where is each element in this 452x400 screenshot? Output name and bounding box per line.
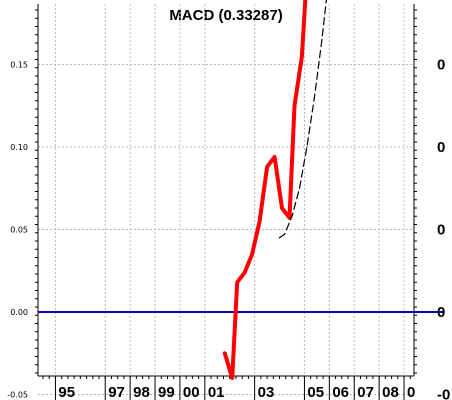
macd-point [235,280,239,284]
series-lines [222,0,327,380]
chart-title: MACD (0.33287) [169,7,282,24]
x-tick-label: 97 [108,384,125,400]
macd-point [280,206,284,210]
x-tick-label: 95 [58,384,75,400]
right-tick-label: -0 [437,387,450,400]
x-tick-label: 07 [357,384,374,400]
right-tick-label: 0 [437,304,445,321]
macd-point [250,252,254,256]
y-tick-labels: 0.300.250.200.150.100.050.00-0.05 [7,61,28,400]
signal-point [291,215,293,217]
signal-point [306,146,308,148]
macd-point [243,270,247,274]
macd-point [265,165,269,169]
macd-point [230,376,234,380]
x-tick-label: 99 [158,384,175,400]
x-tick-label: 06 [332,384,349,400]
signal-point [278,237,281,239]
right-tick-labels: 0000000-0 [437,57,450,400]
x-tick-label: 08 [382,384,399,400]
y-tick-label: 0.00 [10,308,28,317]
macd-line [222,0,308,380]
right-tick-label: 0 [437,57,445,74]
signal-point [321,39,323,41]
x-tick-labels: 95 97 98 99 00 01 03 05 06 07 08 0 [58,384,415,400]
macd-point [292,104,296,108]
macd-point [300,54,304,58]
y-tick-label: 0.15 [10,61,28,70]
right-tick-label: 0 [437,222,445,239]
y-tick-label: 0.05 [10,226,28,235]
signal-point [283,233,286,236]
axes [35,4,444,400]
x-tick-label: 01 [208,384,225,400]
macd-point [223,351,227,355]
grid-lines [38,4,414,395]
signal-point [313,96,315,99]
x-tick-label: 0 [407,384,415,400]
signal-point [298,187,301,189]
x-tick-label: 03 [258,384,275,400]
x-tick-label: 05 [307,384,324,400]
y-tick-label: 0.10 [10,143,28,152]
x-tick-label: 98 [133,384,150,400]
macd-point [287,216,291,220]
x-tick-label: 00 [183,384,200,400]
macd-point [273,155,277,159]
macd-point [258,219,262,223]
right-tick-label: 0 [437,139,445,156]
y-tick-label: -0.05 [7,391,28,400]
